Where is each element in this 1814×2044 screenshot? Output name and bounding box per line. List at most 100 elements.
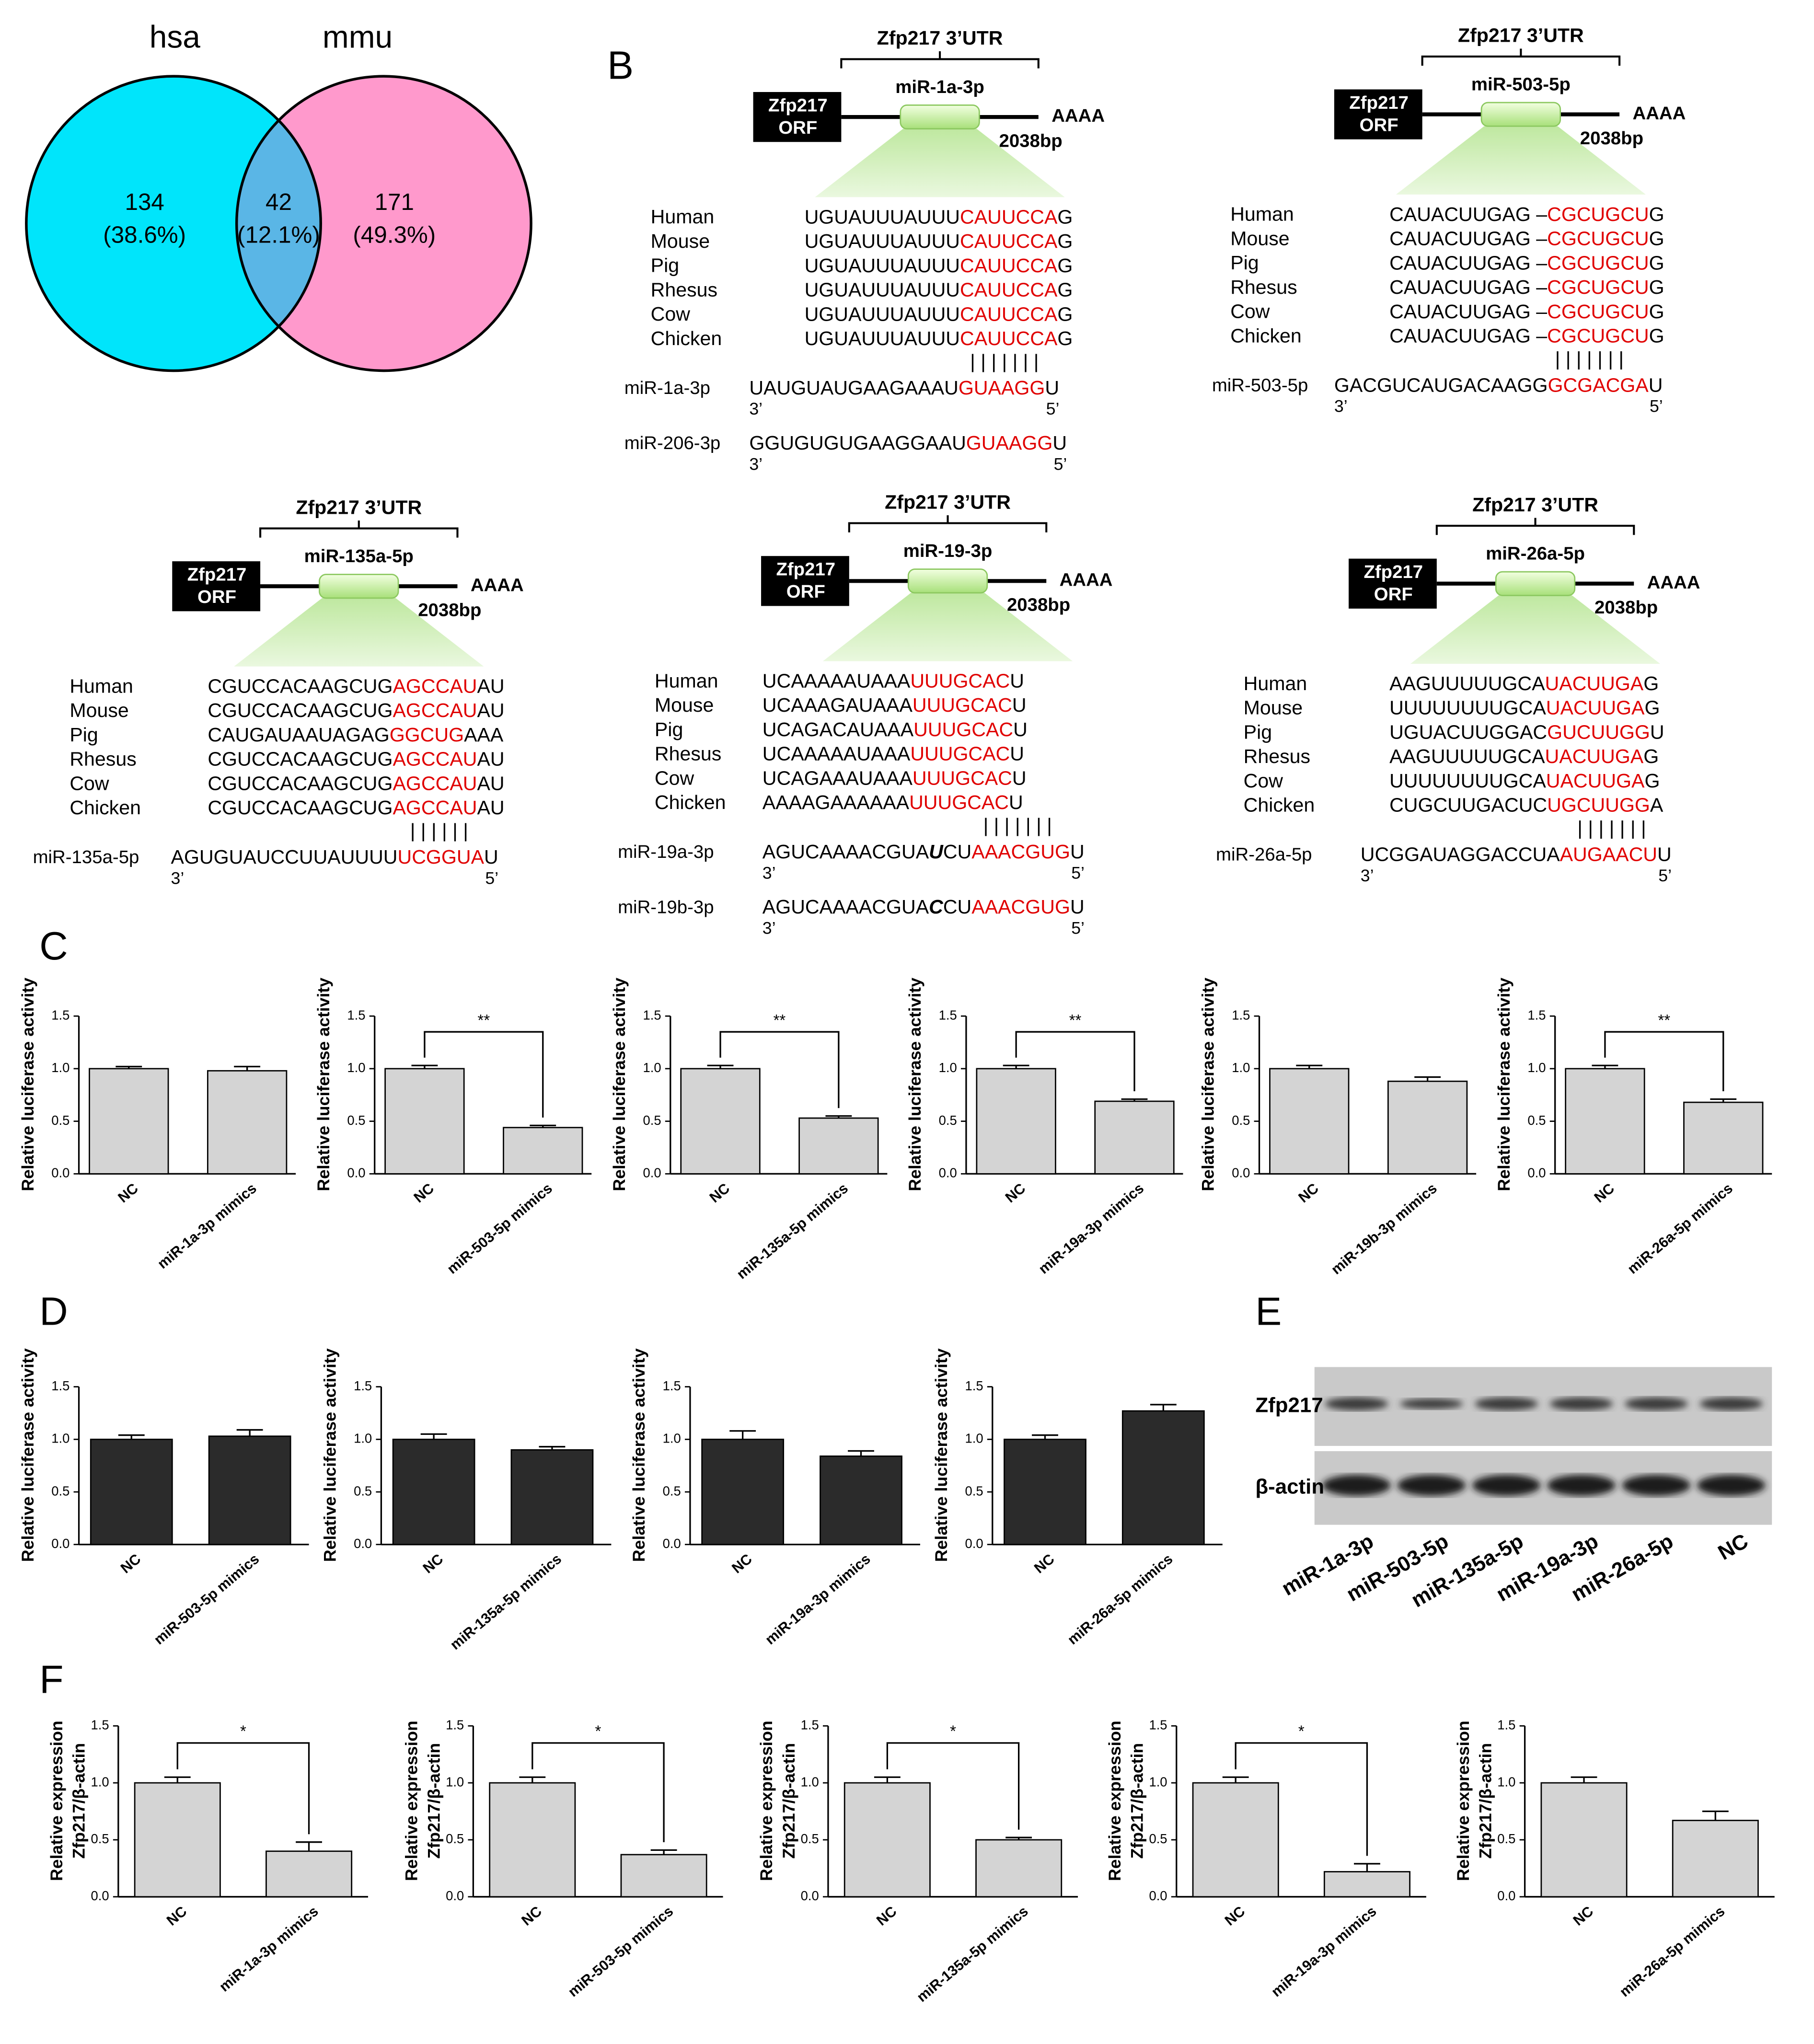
band bbox=[1547, 1475, 1616, 1496]
sequence-part: CAUACUUGAG – bbox=[1389, 252, 1547, 274]
blot-row-label: Zfp217 bbox=[1255, 1393, 1323, 1417]
y-tick-label: 1.5 bbox=[965, 1378, 983, 1393]
y-tick-label: 0.0 bbox=[643, 1166, 661, 1180]
sequence: UCAAAAAUAAAUUUGCACU bbox=[763, 743, 1024, 765]
y-tick-label: 1.0 bbox=[1497, 1774, 1515, 1789]
sequence-part: AUGAACU bbox=[1560, 843, 1657, 865]
bar bbox=[976, 1068, 1056, 1175]
sequence: AAGUUUUUGCAUACUUGAG bbox=[1389, 672, 1659, 694]
orf-box bbox=[1349, 558, 1437, 609]
error-bar bbox=[1702, 1810, 1729, 1821]
sequence-part: AGCCAU bbox=[393, 797, 477, 819]
sequence-part: AAACGUG bbox=[971, 841, 1070, 863]
end-label: 5’ bbox=[1650, 397, 1663, 416]
significance-bracket bbox=[531, 1742, 665, 1842]
y-tick-label: 0.5 bbox=[1527, 1113, 1546, 1128]
end-label: 3’ bbox=[749, 454, 763, 473]
species-label: Pig bbox=[655, 718, 683, 740]
y-tick-label: 0.0 bbox=[939, 1166, 957, 1180]
y-tick-label: 1.5 bbox=[1497, 1717, 1515, 1732]
significance-bracket bbox=[1015, 1031, 1135, 1092]
end-label: 3’ bbox=[763, 863, 776, 882]
site-label: miR-1a-3p bbox=[895, 77, 984, 97]
y-tick-label: 0.5 bbox=[347, 1113, 365, 1128]
orf-label: Zfp217 bbox=[1363, 562, 1423, 582]
significance-bracket bbox=[424, 1031, 544, 1118]
sequence-part: U bbox=[1012, 767, 1027, 789]
sequence-part: U bbox=[929, 841, 944, 863]
y-tick-label: 1.0 bbox=[347, 1060, 365, 1075]
y-axis-label: Relative luciferase activity bbox=[629, 1348, 648, 1562]
band bbox=[1322, 1475, 1391, 1496]
y-tick-label: 1.5 bbox=[1527, 1007, 1546, 1022]
y-axis-label: Zfp217/β-actin bbox=[779, 1743, 798, 1859]
x-tick-label: NC bbox=[1571, 1903, 1597, 1929]
sequence-part: G bbox=[1057, 278, 1073, 300]
band bbox=[1472, 1475, 1541, 1496]
bar bbox=[1540, 1782, 1628, 1898]
error-bar bbox=[164, 1776, 191, 1783]
blot-strip bbox=[1314, 1367, 1772, 1446]
mirna-name: miR-1a-3p bbox=[624, 378, 710, 398]
end-label: 3’ bbox=[171, 868, 185, 888]
y-tick-label: 0.0 bbox=[446, 1888, 464, 1903]
sequence-part: U bbox=[1070, 896, 1085, 918]
sequence-part: AU bbox=[477, 748, 504, 770]
bar bbox=[510, 1449, 594, 1546]
error-bar bbox=[1414, 1076, 1441, 1082]
sequence-part: CGCUGCU bbox=[1547, 300, 1649, 323]
sequence-part: UGUAUUUAUUU bbox=[805, 230, 960, 252]
sequence-part: GUAAGG bbox=[966, 432, 1053, 454]
y-tick-label: 0.5 bbox=[51, 1113, 69, 1128]
sequence-part: CAUUCCA bbox=[960, 278, 1058, 300]
y-tick-label: 1.0 bbox=[965, 1431, 983, 1446]
species-label: Chicken bbox=[1244, 794, 1315, 816]
sequence-part: UGCUUGG bbox=[1547, 794, 1650, 816]
sequence-part: G bbox=[1057, 303, 1073, 325]
x-tick-label: miR-1a-3p mimics bbox=[217, 1903, 322, 1995]
y-tick-label: 0.0 bbox=[1149, 1888, 1167, 1903]
binding-site bbox=[907, 568, 988, 594]
bar bbox=[1683, 1101, 1764, 1175]
band bbox=[1699, 1397, 1763, 1410]
y-axis-label: Zfp217/β-actin bbox=[69, 1743, 89, 1859]
sequence-part: G bbox=[1643, 745, 1659, 767]
bar bbox=[392, 1438, 475, 1546]
band bbox=[1397, 1475, 1466, 1496]
y-tick-label: 1.5 bbox=[51, 1378, 69, 1393]
sequence-part: CAUACUUGAG – bbox=[1389, 324, 1547, 346]
venn-set-label: mmu bbox=[323, 19, 393, 55]
x-tick-label: NC bbox=[1591, 1180, 1618, 1206]
pairing: | | | | | | | bbox=[983, 814, 1052, 836]
bar bbox=[798, 1117, 879, 1175]
sequence-part: AU bbox=[477, 797, 504, 819]
sequence: UCAAAAAUAAAUUUGCACU bbox=[763, 670, 1024, 692]
venn-percent: (38.6%) bbox=[103, 222, 186, 248]
utr-length: 2038bp bbox=[1594, 597, 1658, 618]
error-bar bbox=[825, 1115, 852, 1118]
y-tick-label: 0.5 bbox=[1149, 1831, 1167, 1846]
sequence-part: U bbox=[1070, 841, 1085, 863]
mirna-name: miR-26a-5p bbox=[1216, 844, 1312, 865]
sequence: UGUAUUUAUUUCAUUCCAG bbox=[805, 303, 1073, 325]
binding-site bbox=[1480, 102, 1561, 127]
band bbox=[1475, 1397, 1538, 1410]
y-axis-label: Relative luciferase activity bbox=[321, 1348, 340, 1562]
y-tick-label: 1.0 bbox=[91, 1774, 109, 1789]
error-bar bbox=[707, 1064, 734, 1069]
sequence-part: AU bbox=[477, 699, 504, 721]
y-tick-label: 0.5 bbox=[1232, 1113, 1250, 1128]
sequence-part: UUUGCAC bbox=[909, 791, 1009, 813]
sequence: CUGCUUGACUCUGCUUGGA bbox=[1389, 794, 1664, 816]
y-tick-label: 0.5 bbox=[446, 1831, 464, 1846]
y-axis-label: Relative luciferase activity bbox=[905, 978, 924, 1191]
sequence-part: G bbox=[1644, 770, 1660, 792]
x-tick-label: miR-26a-5p mimics bbox=[1617, 1903, 1728, 2000]
panel-label: F bbox=[39, 1658, 63, 1701]
panel-label: E bbox=[1255, 1290, 1282, 1333]
panel-label: C bbox=[39, 924, 68, 968]
orf-box bbox=[761, 556, 849, 606]
species-label: Pig bbox=[1230, 252, 1259, 274]
sequence-part: A bbox=[1650, 794, 1664, 816]
